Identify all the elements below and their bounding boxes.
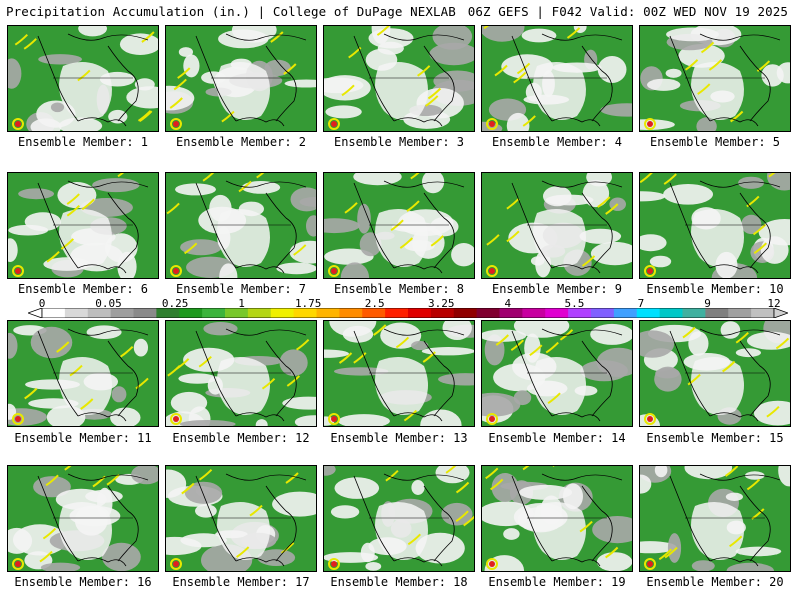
colorbar-tick-label: 1 xyxy=(238,297,245,310)
ensemble-member-label: Ensemble Member: 7 xyxy=(175,282,307,296)
colorbar-tick-label: 1.75 xyxy=(294,297,322,310)
ensemble-member-map xyxy=(323,172,475,279)
colorbar-tick-label: 12 xyxy=(767,297,781,310)
ensemble-member-map xyxy=(7,25,159,132)
colorbar xyxy=(28,308,788,318)
ensemble-member-map xyxy=(639,172,791,279)
ensemble-member-map xyxy=(481,465,633,572)
ensemble-member-map xyxy=(7,172,159,279)
ensemble-member-map xyxy=(165,320,317,427)
ensemble-member-label: Ensemble Member: 5 xyxy=(649,135,781,149)
ensemble-member-map xyxy=(323,25,475,132)
ensemble-member-label: Ensemble Member: 6 xyxy=(17,282,149,296)
ensemble-member-label: Ensemble Member: 1 xyxy=(17,135,149,149)
ensemble-member-label: Ensemble Member: 13 xyxy=(330,431,468,445)
ensemble-member-map xyxy=(481,25,633,132)
ensemble-member-map xyxy=(639,25,791,132)
ensemble-member-map xyxy=(323,465,475,572)
ensemble-member-label: Ensemble Member: 17 xyxy=(172,575,310,589)
ensemble-member-label: Ensemble Member: 11 xyxy=(14,431,152,445)
colorbar-tick-label: 0.05 xyxy=(95,297,122,310)
ensemble-member-map xyxy=(7,465,159,572)
ensemble-member-map xyxy=(165,25,317,132)
ensemble-member-map xyxy=(323,320,475,427)
colorbar-tick-label: 4 xyxy=(504,297,512,310)
colorbar-tick-label: 0 xyxy=(38,297,46,310)
ensemble-member-label: Ensemble Member: 15 xyxy=(646,431,784,445)
ensemble-member-label: Ensemble Member: 3 xyxy=(333,135,465,149)
ensemble-member-label: Ensemble Member: 2 xyxy=(175,135,307,149)
colorbar-tick-label: 2.5 xyxy=(364,297,385,310)
ensemble-member-label: Ensemble Member: 16 xyxy=(14,575,152,589)
ensemble-member-label: Ensemble Member: 4 xyxy=(491,135,623,149)
ensemble-member-label: Ensemble Member: 19 xyxy=(488,575,626,589)
colorbar-tick-label: 7 xyxy=(637,297,645,310)
ensemble-member-label: Ensemble Member: 18 xyxy=(330,575,468,589)
ensemble-member-label: Ensemble Member: 8 xyxy=(333,282,465,296)
ensemble-member-map xyxy=(639,465,791,572)
ensemble-member-map xyxy=(481,320,633,427)
colorbar-tick-label: 5.5 xyxy=(564,297,585,310)
ensemble-member-map xyxy=(7,320,159,427)
header-left-title: Precipitation Accumulation (in.) | Colle… xyxy=(6,4,456,19)
header-right-title: 06Z GEFS | F042 Valid: 00Z WED NOV 19 20… xyxy=(467,4,788,19)
colorbar-tick-label: 0.25 xyxy=(161,297,189,310)
ensemble-member-map xyxy=(165,465,317,572)
ensemble-member-label: Ensemble Member: 10 xyxy=(646,282,784,296)
ensemble-member-label: Ensemble Member: 20 xyxy=(646,575,784,589)
ensemble-member-label: Ensemble Member: 12 xyxy=(172,431,310,445)
colorbar-tick-label: 9 xyxy=(704,297,711,310)
ensemble-member-map xyxy=(639,320,791,427)
ensemble-member-label: Ensemble Member: 14 xyxy=(488,431,626,445)
ensemble-member-map xyxy=(165,172,317,279)
ensemble-member-map xyxy=(481,172,633,279)
colorbar-tick-label: 3.25 xyxy=(428,297,455,310)
ensemble-member-label: Ensemble Member: 9 xyxy=(491,282,623,296)
